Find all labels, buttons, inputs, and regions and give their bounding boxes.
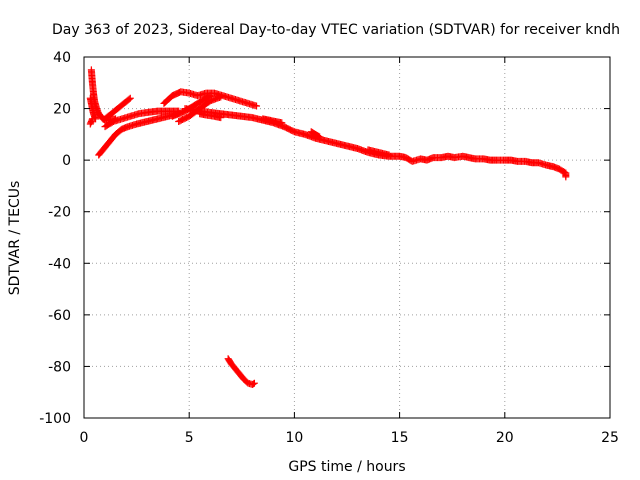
series-isolated-low bbox=[224, 355, 258, 388]
series-lower-climb bbox=[95, 110, 183, 159]
plot-frame bbox=[83, 56, 611, 419]
data-point bbox=[385, 151, 393, 159]
series-middle-band bbox=[101, 107, 183, 131]
x-tick-label: 15 bbox=[391, 430, 409, 446]
x-tick-label: 10 bbox=[285, 430, 303, 446]
y-tick-label: -100 bbox=[39, 411, 71, 427]
y-tick-label: -60 bbox=[48, 308, 71, 324]
x-tick-label: 0 bbox=[80, 430, 89, 446]
data-point bbox=[205, 92, 213, 100]
series-main-trend bbox=[181, 105, 570, 181]
y-axis-label: SDTVAR / TECUs bbox=[7, 181, 23, 296]
grid-lines bbox=[84, 57, 610, 418]
series-segment-11h bbox=[307, 128, 324, 141]
series-left-edge bbox=[86, 115, 96, 128]
data-point bbox=[316, 133, 324, 141]
y-tick-label: -40 bbox=[48, 256, 71, 272]
x-tick-label: 5 bbox=[185, 430, 194, 446]
data-point bbox=[253, 102, 261, 110]
data-point bbox=[125, 95, 133, 103]
data-point bbox=[206, 92, 214, 100]
data-points bbox=[86, 66, 570, 388]
data-point bbox=[217, 93, 225, 101]
y-tick-label: 20 bbox=[53, 102, 71, 118]
y-tick-label: 0 bbox=[62, 153, 71, 169]
x-tick-label: 20 bbox=[496, 430, 514, 446]
series-segment-8-9h bbox=[259, 115, 286, 127]
chart-title: Day 363 of 2023, Sidereal Day-to-day VTE… bbox=[52, 22, 620, 38]
data-point bbox=[278, 119, 286, 127]
data-point bbox=[249, 380, 257, 388]
series-segment-14h bbox=[364, 146, 393, 159]
data-point bbox=[562, 173, 570, 181]
series-rise-to-2h bbox=[101, 94, 134, 123]
x-tick-label: 25 bbox=[601, 430, 619, 446]
data-point bbox=[88, 115, 96, 123]
data-point bbox=[315, 132, 323, 140]
data-point bbox=[126, 94, 134, 102]
y-tick-label: -80 bbox=[48, 359, 71, 375]
y-tick-label: 40 bbox=[53, 50, 71, 66]
x-axis-label: GPS time / hours bbox=[288, 459, 405, 475]
data-point bbox=[250, 379, 258, 387]
y-tick-label: -20 bbox=[48, 205, 71, 221]
axis-ticks: 0 5 10 15 20 25 -100 -80 -60 -40 -20 0 20 40 bbox=[39, 50, 619, 446]
